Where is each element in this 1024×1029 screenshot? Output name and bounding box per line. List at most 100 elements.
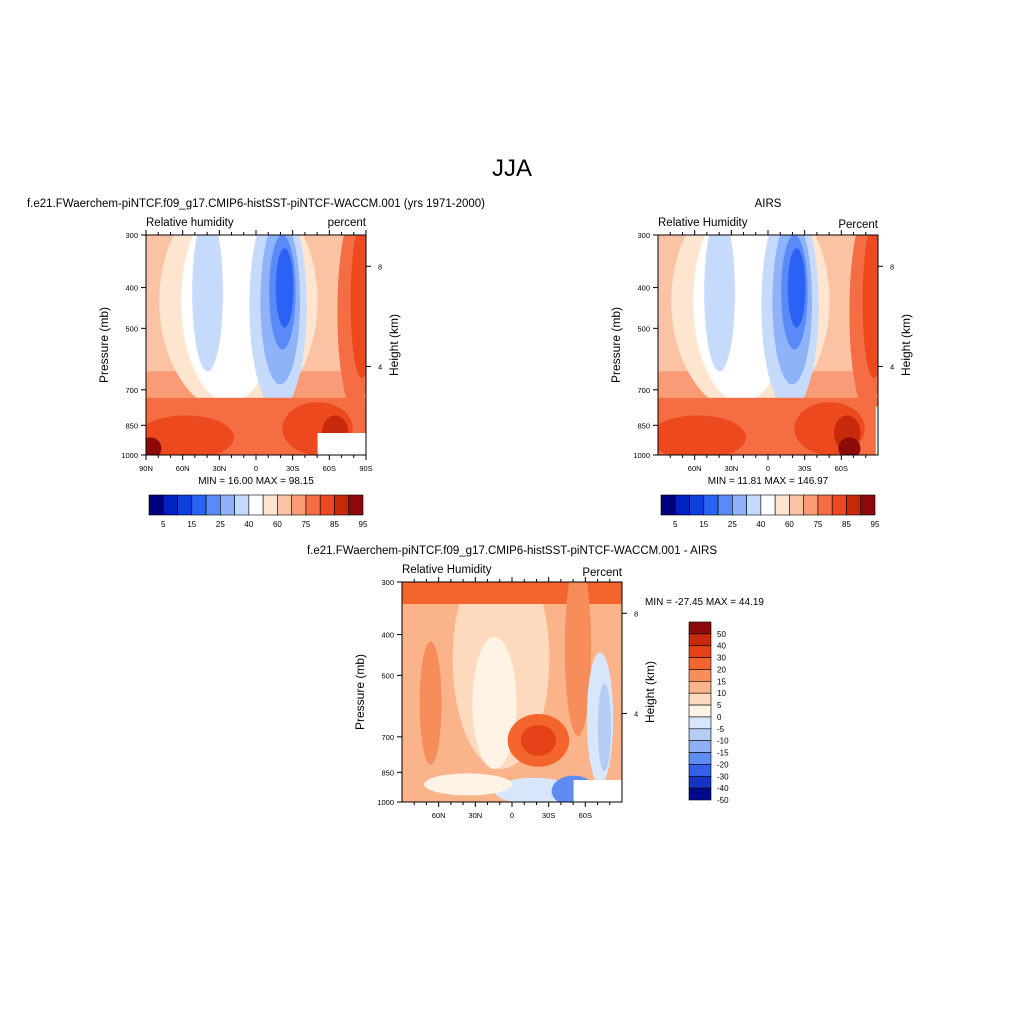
y-tick-label: 500 — [381, 671, 394, 680]
colorbar-label: 60 — [273, 520, 282, 529]
colorbar-swatch — [688, 669, 712, 682]
y-tick-label: 850 — [381, 768, 394, 777]
contour-fill — [472, 637, 517, 769]
colorbar-label: 30 — [717, 654, 726, 663]
colorbar-label: 40 — [244, 520, 253, 529]
colorbar-swatch — [817, 494, 833, 516]
x-tick-label: 60S — [835, 464, 848, 473]
colorbar-swatch — [688, 752, 712, 765]
contour-fill — [787, 248, 806, 328]
panel-obs: AIRS Relative Humidity Percent 300400500… — [609, 198, 913, 529]
colorbar-swatch — [746, 494, 762, 516]
colorbar-swatch — [277, 494, 292, 516]
panel-obs-y2label: Height (km) — [899, 314, 913, 376]
panel-obs-plot: 300 400 500 700 850 1000 8 4 60N 30N 0 30S 60S — [633, 230, 894, 473]
panel-obs-left-label: Relative Humidity — [658, 217, 748, 229]
colorbar-swatch — [688, 787, 712, 801]
colorbar-swatch — [803, 494, 819, 516]
colorbar-swatch — [305, 494, 321, 516]
x-tick-label: 30N — [468, 811, 482, 820]
colorbar-swatch — [660, 494, 676, 516]
panel-model-plot: 300 400 500 700 850 1000 8 4 90N 60N 30N 0 30S 60S 90S — [121, 230, 382, 473]
x-tick-label: 90S — [359, 464, 372, 473]
x-tick-label: 90N — [139, 464, 153, 473]
y-tick-label: 1000 — [377, 798, 394, 807]
contour-fill — [419, 641, 442, 765]
colorbar-swatch — [220, 494, 235, 516]
y2-tick-label: 4 — [634, 709, 638, 718]
colorbar-label: -5 — [717, 725, 725, 734]
x-tick-label: 30S — [286, 464, 299, 473]
x-tick-label: 60S — [323, 464, 336, 473]
panel-diff-right-label: Percent — [582, 567, 622, 579]
y-tick-label: 400 — [381, 631, 394, 640]
x-tick-label: 60S — [579, 811, 592, 820]
colorbar-label: -50 — [717, 796, 729, 805]
colorbar-swatch — [789, 494, 804, 516]
contour-fill — [704, 235, 735, 372]
contour-fill — [597, 683, 612, 772]
colorbar-swatch — [689, 494, 705, 516]
colorbar-swatch — [703, 494, 719, 516]
colorbar-swatch — [688, 775, 712, 789]
colorbar-label: 50 — [717, 630, 726, 639]
y2-tick-label: 8 — [378, 262, 382, 271]
contour-fill — [520, 725, 557, 756]
colorbar-swatch — [688, 692, 712, 706]
colorbar-swatch — [846, 494, 862, 516]
colorbar-swatch — [688, 633, 712, 647]
panel-obs-title: AIRS — [755, 198, 782, 210]
y2-tick-label: 8 — [634, 609, 638, 618]
colorbar-label: -30 — [717, 772, 729, 781]
colorbar-swatch — [760, 494, 776, 516]
panel-obs-right-label: Percent — [838, 219, 878, 231]
colorbar-swatch — [717, 494, 733, 516]
panel-diff-ylabel: Pressure (mb) — [353, 654, 367, 730]
contour-field — [658, 235, 878, 455]
colorbar-label: -20 — [717, 760, 729, 769]
x-tick-label: 0 — [254, 464, 258, 473]
x-tick-label: 0 — [766, 464, 770, 473]
x-tick-label: 30S — [798, 464, 811, 473]
colorbar-label: 85 — [842, 520, 851, 529]
colorbar-label: 25 — [216, 520, 225, 529]
y-tick-label: 700 — [125, 386, 138, 395]
y-tick-label: 1000 — [121, 451, 138, 460]
missing-data-mask — [875, 406, 878, 455]
colorbar-swatch — [177, 494, 193, 516]
colorbar-swatch — [688, 645, 712, 658]
y-tick-label: 500 — [125, 324, 138, 333]
colorbar-swatch — [248, 494, 264, 516]
contour-fill — [192, 235, 223, 372]
panel-obs-stats: MIN = 11.81 MAX = 146.97 — [708, 476, 829, 487]
y-tick-label: 700 — [637, 386, 650, 395]
colorbar-label: 75 — [813, 520, 822, 529]
contour-fill — [658, 415, 746, 455]
y-tick-label: 300 — [125, 231, 138, 240]
colorbar-swatch — [688, 657, 712, 670]
colorbar-label: -10 — [717, 737, 729, 746]
panel-diff-left-label: Relative Humidity — [402, 564, 492, 576]
colorbar-label: 40 — [756, 520, 765, 529]
colorbar-swatch — [732, 494, 747, 516]
panel-model-colorbar: 5 15 25 40 60 75 85 95 — [148, 494, 368, 529]
colorbar-swatch — [674, 494, 690, 516]
contour-field — [402, 582, 622, 802]
colorbar-swatch — [205, 494, 221, 516]
colorbar-label: 10 — [717, 689, 726, 698]
colorbar-swatch — [688, 728, 712, 741]
colorbar-label: 60 — [785, 520, 794, 529]
colorbar-swatch — [148, 494, 164, 516]
colorbar-label: -40 — [717, 784, 729, 793]
panel-diff-title: f.e21.FWaerchem-piNTCF.f09_g17.CMIP6-his… — [307, 545, 717, 557]
colorbar-swatch — [860, 494, 876, 516]
colorbar-swatch — [688, 621, 712, 635]
y2-tick-label: 4 — [378, 362, 382, 371]
colorbar-label: 15 — [699, 520, 708, 529]
contour-fill — [275, 248, 294, 328]
missing-data-mask — [317, 433, 366, 455]
x-tick-label: 60N — [176, 464, 190, 473]
y2-tick-label: 8 — [890, 262, 894, 271]
